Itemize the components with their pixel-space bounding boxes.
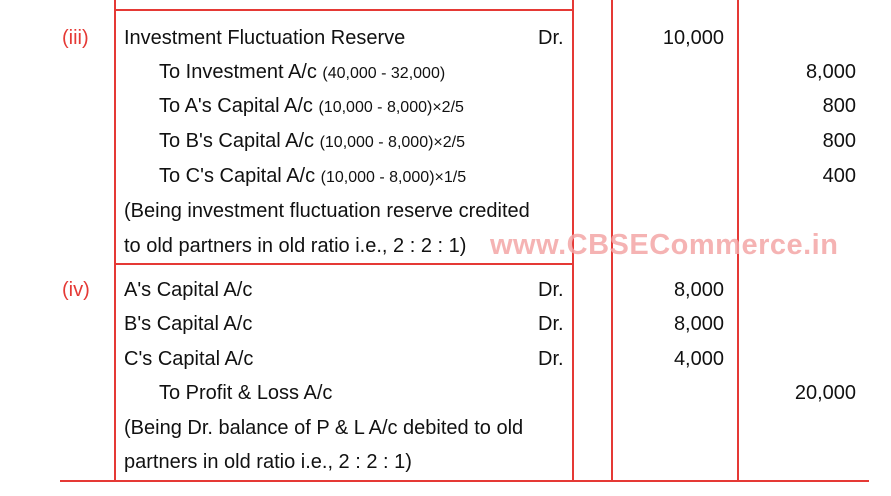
- narration-text: partners in old ratio i.e., 2 : 2 : 1): [124, 451, 412, 473]
- particular: To Investment A/c (40,000 - 32,000): [159, 61, 446, 83]
- row-divider: [114, 9, 574, 11]
- narration-text: to old partners in old ratio i.e., 2 : 2…: [124, 235, 467, 257]
- entry-row: To B's Capital A/c (10,000 - 8,000)×2/5 …: [0, 124, 891, 158]
- entry-row: B's Capital A/c Dr. 8,000: [0, 307, 891, 341]
- entry-number: (iv): [62, 279, 90, 301]
- particular: Investment Fluctuation Reserve: [124, 27, 406, 49]
- narration-line: partners in old ratio i.e., 2 : 2 : 1): [0, 445, 891, 479]
- credit-amount: 20,000: [794, 382, 856, 404]
- column-divider: [114, 0, 116, 482]
- particular: B's Capital A/c: [124, 313, 253, 335]
- entry-row: To Profit & Loss A/c 20,000: [0, 376, 891, 410]
- credit-amount: 400: [822, 165, 856, 187]
- particular: To Profit & Loss A/c: [159, 382, 333, 404]
- particular: To C's Capital A/c (10,000 - 8,000)×1/5: [159, 165, 467, 187]
- narration-line: (Being Dr. balance of P & L A/c debited …: [0, 411, 891, 445]
- row-divider: [114, 263, 574, 265]
- credit-amount: 800: [822, 130, 856, 152]
- entry-row: To A's Capital A/c (10,000 - 8,000)×2/5 …: [0, 89, 891, 123]
- entry-row: C's Capital A/c Dr. 4,000: [0, 342, 891, 376]
- column-divider: [572, 0, 574, 482]
- column-divider: [737, 0, 739, 482]
- calc-note: (10,000 - 8,000)×2/5: [319, 134, 465, 151]
- particular: C's Capital A/c: [124, 348, 254, 370]
- calc-note: (10,000 - 8,000)×2/5: [318, 99, 464, 116]
- entry-row: (iii) Investment Fluctuation Reserve Dr.…: [0, 21, 891, 55]
- credit-amount: 800: [822, 95, 856, 117]
- watermark: www.CBSECommerce.in: [490, 229, 839, 261]
- dr-label: Dr.: [538, 27, 564, 49]
- credit-amount: 8,000: [805, 61, 856, 83]
- calc-note: (10,000 - 8,000)×1/5: [320, 169, 467, 186]
- debit-amount: 10,000: [662, 27, 724, 49]
- entry-row: To C's Capital A/c (10,000 - 8,000)×1/5 …: [0, 159, 891, 193]
- debit-amount: 8,000: [673, 313, 724, 335]
- calc-note: (40,000 - 32,000): [322, 65, 446, 82]
- narration-text: (Being Dr. balance of P & L A/c debited …: [124, 417, 524, 439]
- entry-row: (iv) A's Capital A/c Dr. 8,000: [0, 273, 891, 307]
- bottom-rule: [60, 480, 869, 482]
- entry-number: (iii): [62, 27, 89, 49]
- narration-text: (Being investment fluctuation reserve cr…: [124, 200, 530, 222]
- debit-amount: 8,000: [673, 279, 724, 301]
- debit-amount: 4,000: [673, 348, 724, 370]
- particular: To B's Capital A/c (10,000 - 8,000)×2/5: [159, 130, 465, 152]
- dr-label: Dr.: [538, 279, 564, 301]
- column-divider: [611, 0, 613, 482]
- particular: A's Capital A/c: [124, 279, 253, 301]
- narration-line: (Being investment fluctuation reserve cr…: [0, 194, 891, 228]
- dr-label: Dr.: [538, 348, 564, 370]
- dr-label: Dr.: [538, 313, 564, 335]
- narration-line: to old partners in old ratio i.e., 2 : 2…: [0, 229, 891, 263]
- entry-row: To Investment A/c (40,000 - 32,000) 8,00…: [0, 55, 891, 89]
- particular: To A's Capital A/c (10,000 - 8,000)×2/5: [159, 95, 464, 117]
